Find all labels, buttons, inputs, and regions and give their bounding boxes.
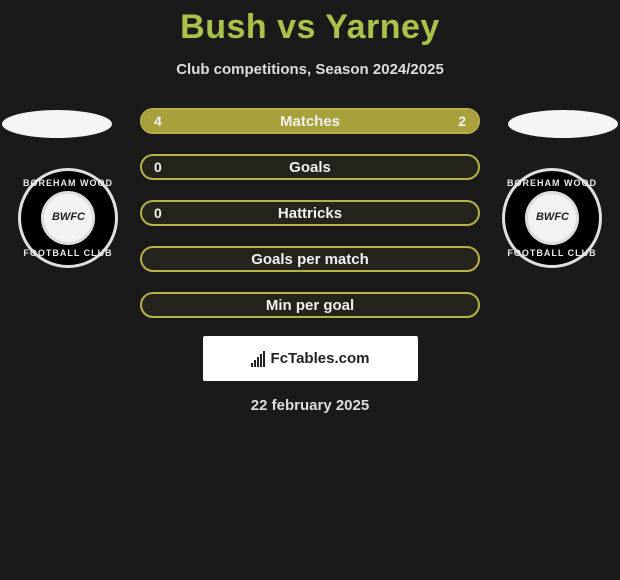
badge-initials: BWFC xyxy=(51,213,84,223)
player-photo-right xyxy=(508,110,618,138)
stat-value-left: 0 xyxy=(154,159,162,175)
snapshot-date: 22 february 2025 xyxy=(0,397,620,414)
page-title: Bush vs Yarney xyxy=(0,0,620,47)
stat-label: Min per goal xyxy=(266,297,354,314)
badge-text-top: BOREHAM WOOD xyxy=(507,178,597,188)
badge-initials: BWFC xyxy=(535,213,568,223)
stat-row: 0 Hattricks xyxy=(140,200,480,226)
badge-text-top: BOREHAM WOOD xyxy=(23,178,113,188)
stat-row: 4 2 Matches xyxy=(140,108,480,134)
bars-icon xyxy=(251,351,265,367)
club-badge-right: BOREHAM WOOD BWFC FOOTBALL CLUB xyxy=(502,168,602,268)
stat-label: Hattricks xyxy=(278,205,342,222)
stat-value-right: 2 xyxy=(458,113,466,129)
player-photo-left xyxy=(2,110,112,138)
stat-label: Matches xyxy=(280,113,340,130)
stat-row: 0 Goals xyxy=(140,154,480,180)
stat-row: Min per goal xyxy=(140,292,480,318)
footer-brand-text: FcTables.com xyxy=(271,350,370,367)
badge-text-bottom: FOOTBALL CLUB xyxy=(507,248,596,258)
footer-brand: FcTables.com xyxy=(251,350,370,367)
footer-brand-box: FcTables.com xyxy=(203,336,418,381)
badge-text-bottom: FOOTBALL CLUB xyxy=(23,248,112,258)
stat-label: Goals xyxy=(289,159,331,176)
page-subtitle: Club competitions, Season 2024/2025 xyxy=(0,61,620,78)
stat-value-left: 4 xyxy=(154,113,162,129)
stat-row: Goals per match xyxy=(140,246,480,272)
stat-rows: 4 2 Matches 0 Goals 0 Hattricks Goals per match… xyxy=(140,108,480,318)
stat-value-left: 0 xyxy=(154,205,162,221)
stat-label: Goals per match xyxy=(251,251,369,268)
comparison-content: BOREHAM WOOD BWFC FOOTBALL CLUB BOREHAM … xyxy=(0,108,620,414)
club-badge-left: BOREHAM WOOD BWFC FOOTBALL CLUB xyxy=(18,168,118,268)
